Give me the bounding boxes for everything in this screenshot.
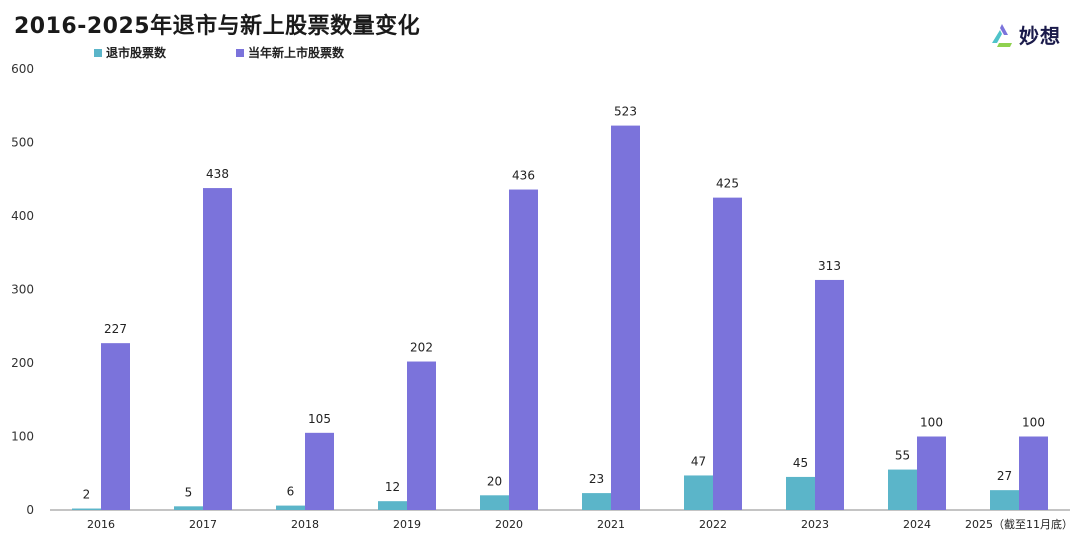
bar-delisted-2017 bbox=[174, 506, 203, 510]
legend-swatch-delisted bbox=[94, 48, 102, 57]
label-delisted-2017: 5 bbox=[185, 485, 193, 499]
bar-delisted-2023 bbox=[786, 476, 815, 510]
bar-listed-2020 bbox=[509, 189, 538, 511]
data-labels: 2 227 5 438 6 105 12 202 20 436 23 523 47 425 45 313 55 1… bbox=[83, 105, 1045, 502]
miaoxiang-logo: 妙想 bbox=[988, 20, 1061, 49]
y-axis: 0 100 200 300 400 500 600 bbox=[11, 62, 34, 517]
label-listed-2024: 100 bbox=[920, 416, 943, 430]
bar-delisted-2019 bbox=[378, 501, 407, 510]
label-listed-2023: 313 bbox=[818, 259, 841, 273]
y-tick-label-0: 0 bbox=[26, 503, 34, 517]
bar-listed-2016 bbox=[101, 343, 130, 510]
label-delisted-2021: 23 bbox=[589, 472, 604, 486]
label-delisted-2016: 2 bbox=[83, 488, 91, 502]
bar-delisted-2024 bbox=[888, 469, 917, 510]
bar-listed-2018 bbox=[305, 432, 334, 510]
legend-label-delisted: 退市股票数 bbox=[106, 46, 167, 60]
x-tick-label-6: 2022 bbox=[699, 518, 727, 531]
label-delisted-2019: 12 bbox=[385, 480, 400, 494]
x-tick-label-7: 2023 bbox=[801, 518, 829, 531]
bar-listed-2025 bbox=[1019, 436, 1048, 510]
bar-delisted-2018 bbox=[276, 505, 305, 510]
label-listed-2016: 227 bbox=[104, 322, 127, 336]
bar-listed-2021 bbox=[611, 125, 640, 510]
bar-delisted-2022 bbox=[684, 475, 713, 510]
bar-delisted-2016 bbox=[72, 508, 101, 510]
y-tick-label-4: 400 bbox=[11, 209, 34, 223]
label-listed-2019: 202 bbox=[410, 341, 433, 355]
label-delisted-2022: 47 bbox=[691, 454, 706, 468]
x-axis: 2016 2017 2018 2019 2020 2021 2022 2023 2024 2025… bbox=[50, 509, 1073, 531]
label-listed-2020: 436 bbox=[512, 169, 535, 183]
label-delisted-2020: 20 bbox=[487, 474, 502, 488]
bar-delisted-2025 bbox=[990, 490, 1019, 510]
label-delisted-2018: 6 bbox=[287, 485, 295, 499]
logo-icon bbox=[992, 23, 1012, 47]
label-delisted-2025: 27 bbox=[997, 469, 1012, 483]
bar-delisted-2021 bbox=[582, 493, 611, 510]
chart-title: 2016-2025年退市与新上股票数量变化 bbox=[14, 14, 421, 39]
bars bbox=[72, 125, 1048, 511]
x-tick-label-4: 2020 bbox=[495, 518, 523, 531]
label-listed-2018: 105 bbox=[308, 412, 331, 426]
x-tick-label-8: 2024 bbox=[903, 518, 931, 531]
label-listed-2017: 438 bbox=[206, 167, 229, 181]
x-tick-label-9: 2025（截至11月底） bbox=[965, 517, 1073, 531]
legend-item-listed: 当年新上市股票数 bbox=[236, 44, 344, 61]
x-tick-label-5: 2021 bbox=[597, 518, 625, 531]
y-tick-label-2: 200 bbox=[11, 356, 34, 370]
y-tick-label-6: 600 bbox=[11, 62, 34, 76]
label-delisted-2023: 45 bbox=[793, 456, 808, 470]
bar-listed-2023 bbox=[815, 279, 844, 510]
label-listed-2022: 425 bbox=[716, 177, 739, 191]
legend-swatch-listed bbox=[236, 48, 245, 57]
x-tick-label-0: 2016 bbox=[87, 518, 115, 531]
legend-label-listed: 当年新上市股票数 bbox=[248, 46, 345, 60]
y-tick-label-1: 100 bbox=[11, 430, 34, 444]
y-tick-label-5: 500 bbox=[11, 136, 34, 150]
label-listed-2025: 100 bbox=[1022, 416, 1045, 430]
bar-listed-2022 bbox=[713, 197, 742, 510]
x-tick-label-3: 2019 bbox=[393, 518, 421, 531]
bar-listed-2019 bbox=[407, 361, 436, 510]
bar-listed-2024 bbox=[917, 436, 946, 510]
y-tick-label-3: 300 bbox=[11, 283, 34, 297]
x-tick-label-1: 2017 bbox=[189, 518, 217, 531]
logo-text: 妙想 bbox=[1019, 24, 1061, 48]
bar-delisted-2020 bbox=[480, 495, 509, 510]
bar-listed-2017 bbox=[203, 188, 232, 510]
label-listed-2021: 523 bbox=[614, 105, 637, 119]
legend: 退市股票数 当年新上市股票数 bbox=[94, 44, 414, 61]
x-tick-label-2: 2018 bbox=[291, 518, 319, 531]
legend-item-delisted: 退市股票数 bbox=[94, 44, 166, 61]
label-delisted-2024: 55 bbox=[895, 449, 910, 463]
